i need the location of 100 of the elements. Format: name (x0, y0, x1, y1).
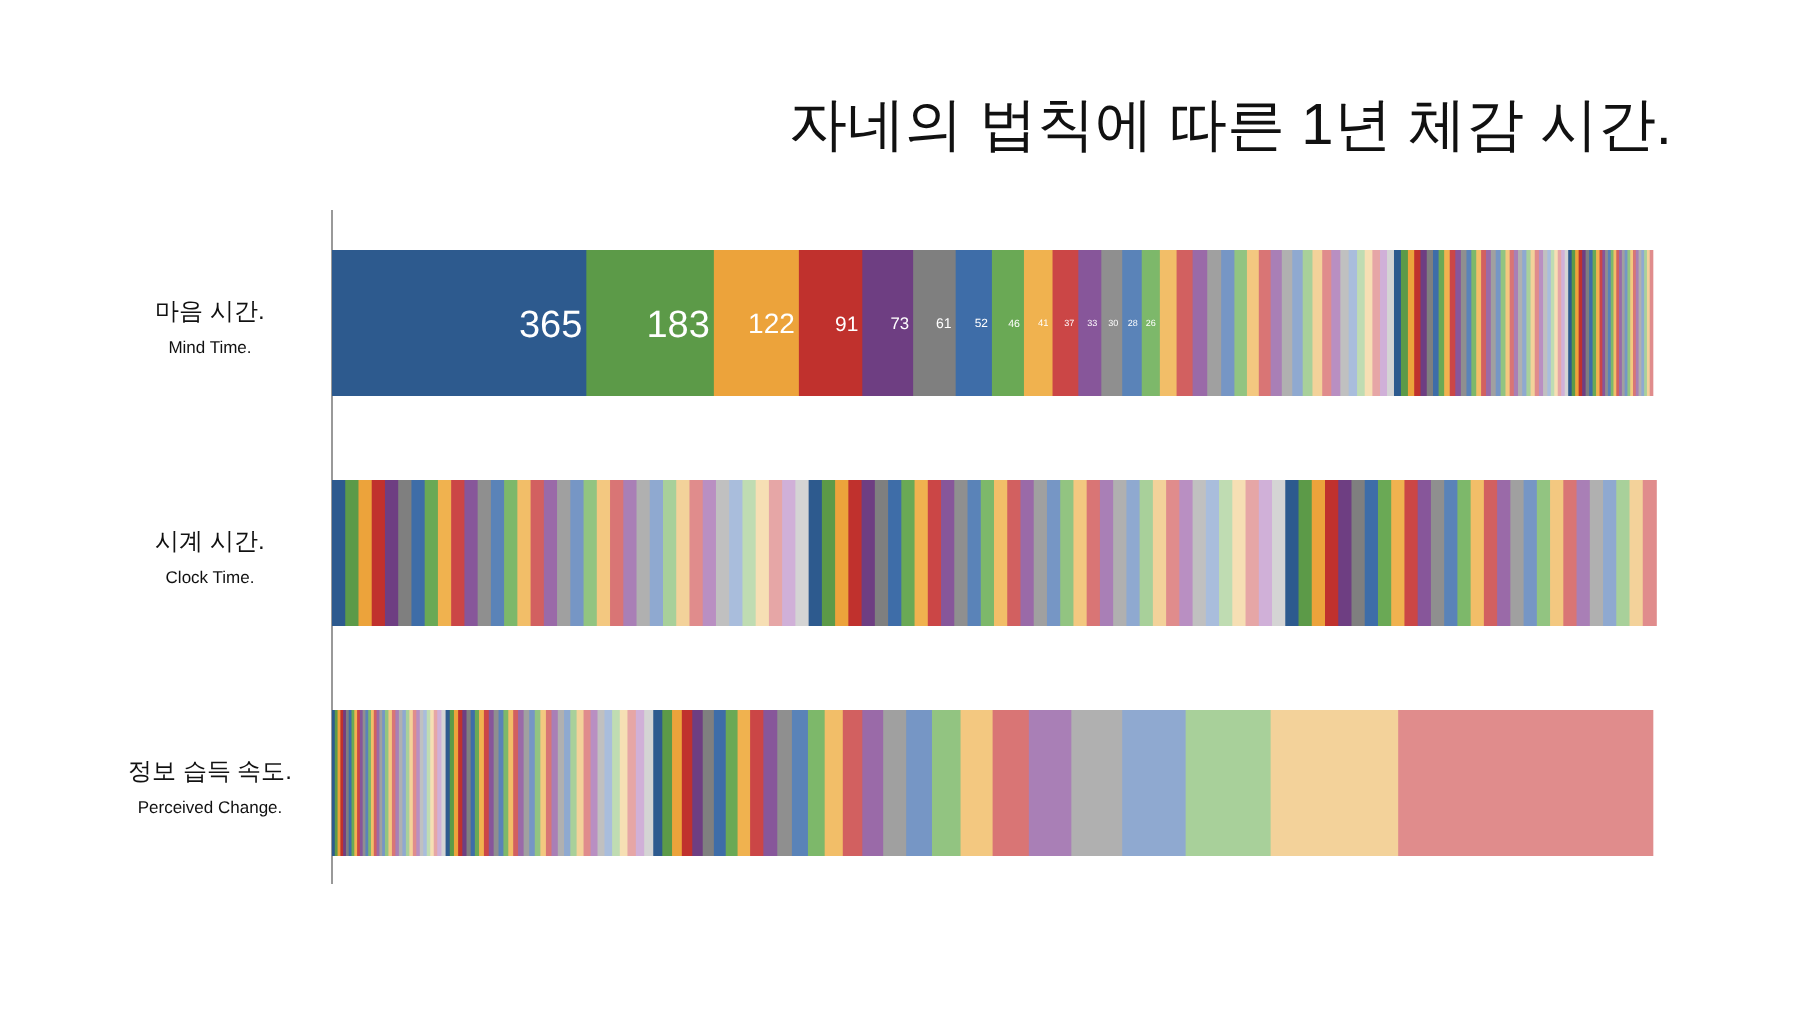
bar (960, 710, 994, 856)
bar (1192, 480, 1207, 626)
bar (1311, 480, 1326, 626)
bar (1616, 480, 1631, 626)
bar (1387, 250, 1395, 396)
bar (874, 480, 889, 626)
bar (1141, 250, 1161, 396)
bar (777, 710, 793, 856)
bar (517, 480, 532, 626)
bar (1417, 480, 1432, 626)
bar (992, 710, 1030, 856)
bar (848, 480, 863, 626)
bar (1046, 480, 1061, 626)
bar (332, 250, 588, 396)
chart-title: 자네의 법칙에 따른 1년 체감 시간. (789, 94, 1672, 158)
bar (798, 250, 864, 396)
bar (345, 480, 360, 626)
bar (1398, 710, 1654, 856)
bar (583, 710, 592, 856)
bar (1351, 480, 1366, 626)
bar (1071, 710, 1124, 856)
bar (596, 480, 611, 626)
bar (1205, 480, 1220, 626)
bar (1483, 480, 1498, 626)
bar (750, 710, 765, 856)
data-label: 183 (646, 304, 710, 347)
bar (1380, 250, 1388, 396)
bar (1298, 480, 1313, 626)
bar (612, 710, 621, 856)
bar (715, 480, 730, 626)
bar (1023, 250, 1054, 396)
bar (371, 480, 386, 626)
bar (1086, 480, 1101, 626)
bar (1060, 480, 1075, 626)
bar (518, 710, 525, 856)
bar (1455, 250, 1462, 396)
bar (1232, 480, 1247, 626)
bar (1629, 480, 1644, 626)
bar (1433, 250, 1440, 396)
bar (994, 480, 1009, 626)
bar (529, 710, 536, 856)
bar (1219, 480, 1234, 626)
bar (821, 480, 836, 626)
bar (1420, 250, 1428, 396)
bar (1457, 480, 1472, 626)
y-tick-label: 정보 습득 속도. Perceived Change. (127, 757, 293, 817)
bar (557, 480, 572, 626)
bar (768, 480, 783, 626)
bar (861, 480, 876, 626)
bar (782, 480, 797, 626)
bar (1139, 480, 1154, 626)
bar (1073, 480, 1088, 626)
bar (1258, 480, 1273, 626)
bar (451, 480, 466, 626)
bar (530, 480, 545, 626)
data-label: 73 (890, 313, 910, 334)
bar (1603, 480, 1618, 626)
bar (901, 480, 916, 626)
bar (763, 710, 779, 856)
bar (1007, 480, 1022, 626)
bar (1642, 480, 1657, 626)
bar (1099, 480, 1114, 626)
bar (1340, 250, 1350, 396)
bar (980, 480, 995, 626)
bar (737, 710, 751, 856)
bar (597, 710, 606, 856)
bar (1152, 480, 1167, 626)
bar (755, 480, 770, 626)
bar (1372, 250, 1381, 396)
bar (713, 250, 800, 396)
bar (1246, 250, 1260, 396)
bar (967, 480, 982, 626)
bar (1176, 250, 1194, 396)
bar (835, 480, 850, 626)
bar (991, 250, 1025, 396)
bar (1563, 480, 1578, 626)
bar (540, 710, 547, 856)
bar (1510, 480, 1525, 626)
bar (862, 710, 884, 856)
bar (627, 710, 637, 856)
bar (1325, 480, 1340, 626)
bar (824, 710, 844, 856)
bar (729, 480, 744, 626)
bar (1033, 480, 1048, 626)
data-label: 91 (835, 314, 859, 337)
bar (1078, 250, 1103, 396)
bar (490, 480, 505, 626)
bar (1122, 710, 1187, 856)
bar (1400, 250, 1409, 396)
bar (702, 480, 717, 626)
bar (725, 710, 739, 856)
bar (358, 480, 373, 626)
bar (1576, 480, 1591, 626)
bar (1589, 480, 1604, 626)
bar (692, 710, 704, 856)
bar (888, 480, 903, 626)
bar (1272, 480, 1287, 626)
bar (1393, 250, 1402, 396)
bar (332, 480, 347, 626)
bar (807, 710, 826, 856)
